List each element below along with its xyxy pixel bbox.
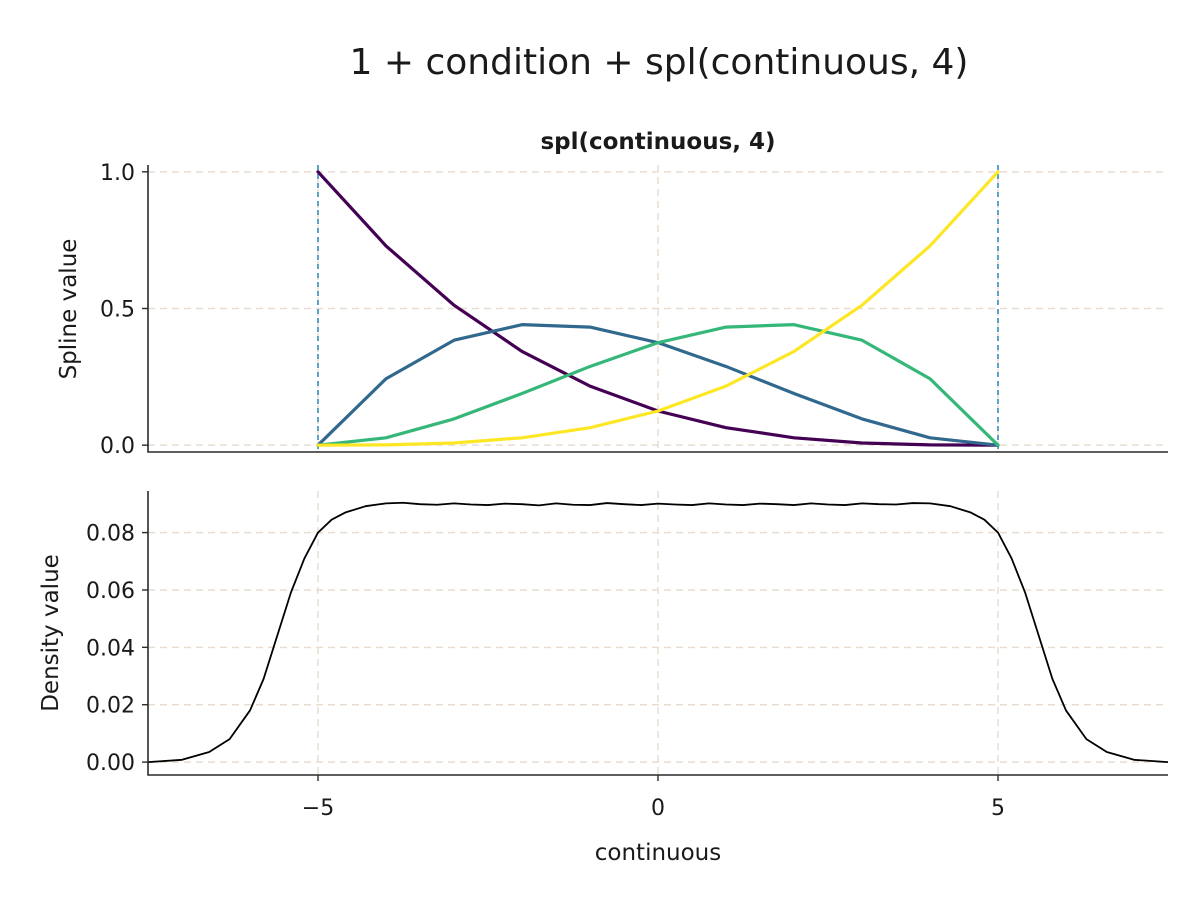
spline-basis-line-3: [316, 323, 1000, 447]
spline-axis-spines: [147, 165, 1168, 453]
density-y-tick-label: 0.04: [86, 636, 135, 661]
density-grid: [148, 491, 1168, 775]
spline-grid: [148, 165, 1168, 452]
spline-y-tick-label: 1.0: [100, 161, 135, 186]
density-x-ticks: −5 0 5: [302, 775, 1005, 821]
spline-y-axis-label: Spline value: [56, 239, 82, 380]
density-y-tick-label: 0.02: [86, 694, 135, 719]
density-y-axis-label: Density value: [38, 554, 64, 712]
density-line: [147, 501, 1169, 763]
spline-panel: spl(continuous, 4) 0.0 0.5 1.0 Spline valu…: [56, 129, 1168, 459]
spline-series-group: [316, 170, 1000, 447]
spline-knot-lines: [317, 165, 999, 452]
density-x-tick-label: 0: [651, 796, 665, 821]
figure-title: 1 + condition + spl(continuous, 4): [350, 42, 969, 83]
density-x-tick-label: 5: [991, 796, 1005, 821]
density-y-tick-label: 0.08: [86, 522, 135, 547]
spline-y-tick-label: 0.5: [100, 298, 135, 323]
density-series-group: [147, 501, 1169, 763]
density-panel: 0.000.020.040.060.08 −5 0 5 Density value …: [38, 491, 1169, 866]
spline-panel-title: spl(continuous, 4): [540, 129, 775, 155]
spline-y-tick-label: 0.0: [100, 434, 135, 459]
density-y-ticks: 0.00 0.02 0.04 0.06 0.08: [86, 522, 148, 776]
spline-basis-line-4: [316, 170, 1000, 447]
spline-y-ticks: 0.0 0.5 1.0: [100, 161, 148, 459]
density-y-tick-label: 0.00: [86, 751, 135, 776]
density-x-axis-label: continuous: [595, 840, 722, 866]
density-y-tick-label: 0.06: [86, 579, 135, 604]
density-axis-spines: [147, 491, 1168, 776]
density-x-tick-label: −5: [302, 796, 334, 821]
